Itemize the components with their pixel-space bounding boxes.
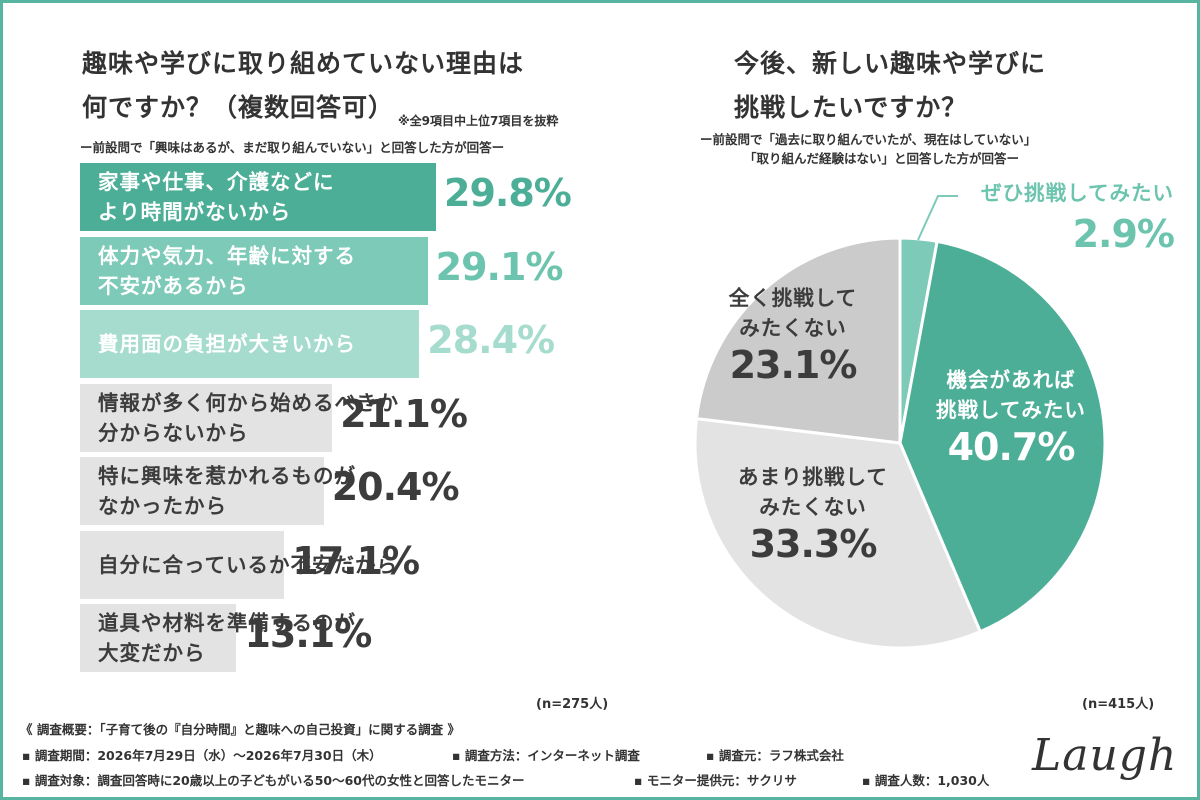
right-chart-title-line1: 今後、新しい趣味や学びに xyxy=(734,49,1047,78)
pie-category-label: みたくない xyxy=(759,495,867,519)
left-chart-title-line1: 趣味や学びに取り組めていない理由は xyxy=(82,49,525,78)
bar-category-label-line: 自分に合っているか不安だから xyxy=(98,552,398,577)
pie-category-label: 全く挑戦して xyxy=(728,286,858,310)
bar-category-label: 道具や材料を準備するのが 大変だから xyxy=(98,604,356,672)
bar-value-label: 20.4% xyxy=(331,465,460,509)
left-chart-note: ※全9項目中上位7項目を抜粋 xyxy=(398,114,559,128)
pie-slice-label: 機会があれば 挑戦してみたい 40.7% xyxy=(922,365,1100,469)
survey-target: ▪ 調査対象：調査回答時に20歳以上の子どもがいる50〜60代の女性と回答したモ… xyxy=(22,773,525,788)
bar-value-label: 28.4% xyxy=(427,318,555,362)
bar-category-label: 家事や仕事、介護などに より時間がないから xyxy=(98,163,335,231)
bar-category-label: 情報が多く何から始めるべきか 分からないから xyxy=(98,384,399,452)
bar-category-label-line: 大変だから xyxy=(98,641,206,665)
bar-category-label-line: 情報が多く何から始めるべきか xyxy=(98,390,399,415)
survey-provider: ▪ モニター提供元：サクリサ xyxy=(634,773,797,788)
right-chart-subtitle-line1: ー前設問で「過去に取り組んでいたが、現在はしていない」 xyxy=(700,132,1037,147)
pie-category-label: 挑戦してみたい xyxy=(936,398,1086,422)
pie-category-label: みたくない xyxy=(739,316,847,340)
bar xyxy=(80,604,237,672)
bar-category-label-line: 不安があるから xyxy=(98,273,249,298)
bar-category-label-line: 道具や材料を準備するのが xyxy=(98,611,356,635)
pie-category-label: 機会があれば xyxy=(946,368,1076,392)
bar-category-label-line: 費用面の負担が大きいから xyxy=(98,332,356,356)
right-chart-title-line2: 挑戦したいですか？ xyxy=(734,93,968,122)
survey-method: ▪ 調査方法：インターネット調査 xyxy=(452,748,640,763)
company-logo: Laugh xyxy=(1032,730,1178,781)
survey-period: ▪ 調査期間：2026年7月29日（水）〜2026年7月30日（木） xyxy=(22,748,382,763)
survey-overview-title: 《 調査概要：「子育て後の『自分時間』と趣味への自己投資」に関する調査 》 xyxy=(20,722,460,737)
pie-value-label: 23.1% xyxy=(729,343,858,387)
right-chart-subtitle-line2: 「取り組んだ経験はない」と回答した方が回答ー xyxy=(744,151,1020,166)
bar-category-label-line: 分からないから xyxy=(98,420,249,445)
bar-value-label: 29.8% xyxy=(444,171,572,215)
pie-value-label: 40.7% xyxy=(947,425,1076,469)
bar-value-label: 29.1% xyxy=(435,244,564,289)
pie-slice-label: 全く挑戦して みたくない 23.1% xyxy=(718,283,868,387)
bar xyxy=(80,383,333,452)
pie-value-label: 33.3% xyxy=(749,522,878,566)
left-sample-size: (n=275人) xyxy=(536,697,609,712)
bar-value-label: 21.1% xyxy=(340,391,468,436)
left-chart-title-line2: 何ですか？（複数回答可） xyxy=(82,93,395,122)
bar-category-label: 特に興味を惹かれるものが なかったから xyxy=(98,457,356,525)
bar-category-label-line: より時間がないから xyxy=(98,200,292,224)
bar xyxy=(80,236,428,305)
bar-category-label: 費用面の負担が大きいから xyxy=(98,310,356,378)
left-chart-subtitle: ー前設問で「興味はあるが、まだ取り組んでいない」と回答した方が回答ー xyxy=(80,140,505,155)
pie-category-label: ぜひ挑戦してみたい xyxy=(981,181,1174,205)
pie-category-label: あまり挑戦して xyxy=(738,465,888,489)
bar xyxy=(80,163,436,231)
bar-category-label: 体力や気力、年齢に対する 不安があるから xyxy=(98,237,356,305)
right-sample-size: (n=415人) xyxy=(1082,697,1155,712)
bar-category-label-line: 体力や気力、年齢に対する xyxy=(98,243,356,268)
pie-value-label: 2.9% xyxy=(1072,212,1175,256)
bar-category-label-line: 家事や仕事、介護などに xyxy=(98,170,335,194)
survey-count: ▪ 調査人数：1,030人 xyxy=(862,773,990,788)
pie-slice-label: あまり挑戦して みたくない 33.3% xyxy=(718,462,908,566)
bar-value-label: 17.1% xyxy=(292,538,420,583)
pie-slice-label: ぜひ挑戦してみたい 2.9% xyxy=(960,178,1175,256)
bar-category-label: 自分に合っているか不安だから xyxy=(98,531,398,599)
bar-category-label-line: 特に興味を惹かれるものが xyxy=(98,464,356,488)
survey-source: ▪ 調査元：ラフ株式会社 xyxy=(706,748,844,763)
bar xyxy=(80,457,324,525)
bar-value-label: 13.1% xyxy=(244,612,372,656)
bar-category-label-line: なかったから xyxy=(98,494,227,518)
bar xyxy=(80,530,285,599)
bar xyxy=(80,310,420,378)
